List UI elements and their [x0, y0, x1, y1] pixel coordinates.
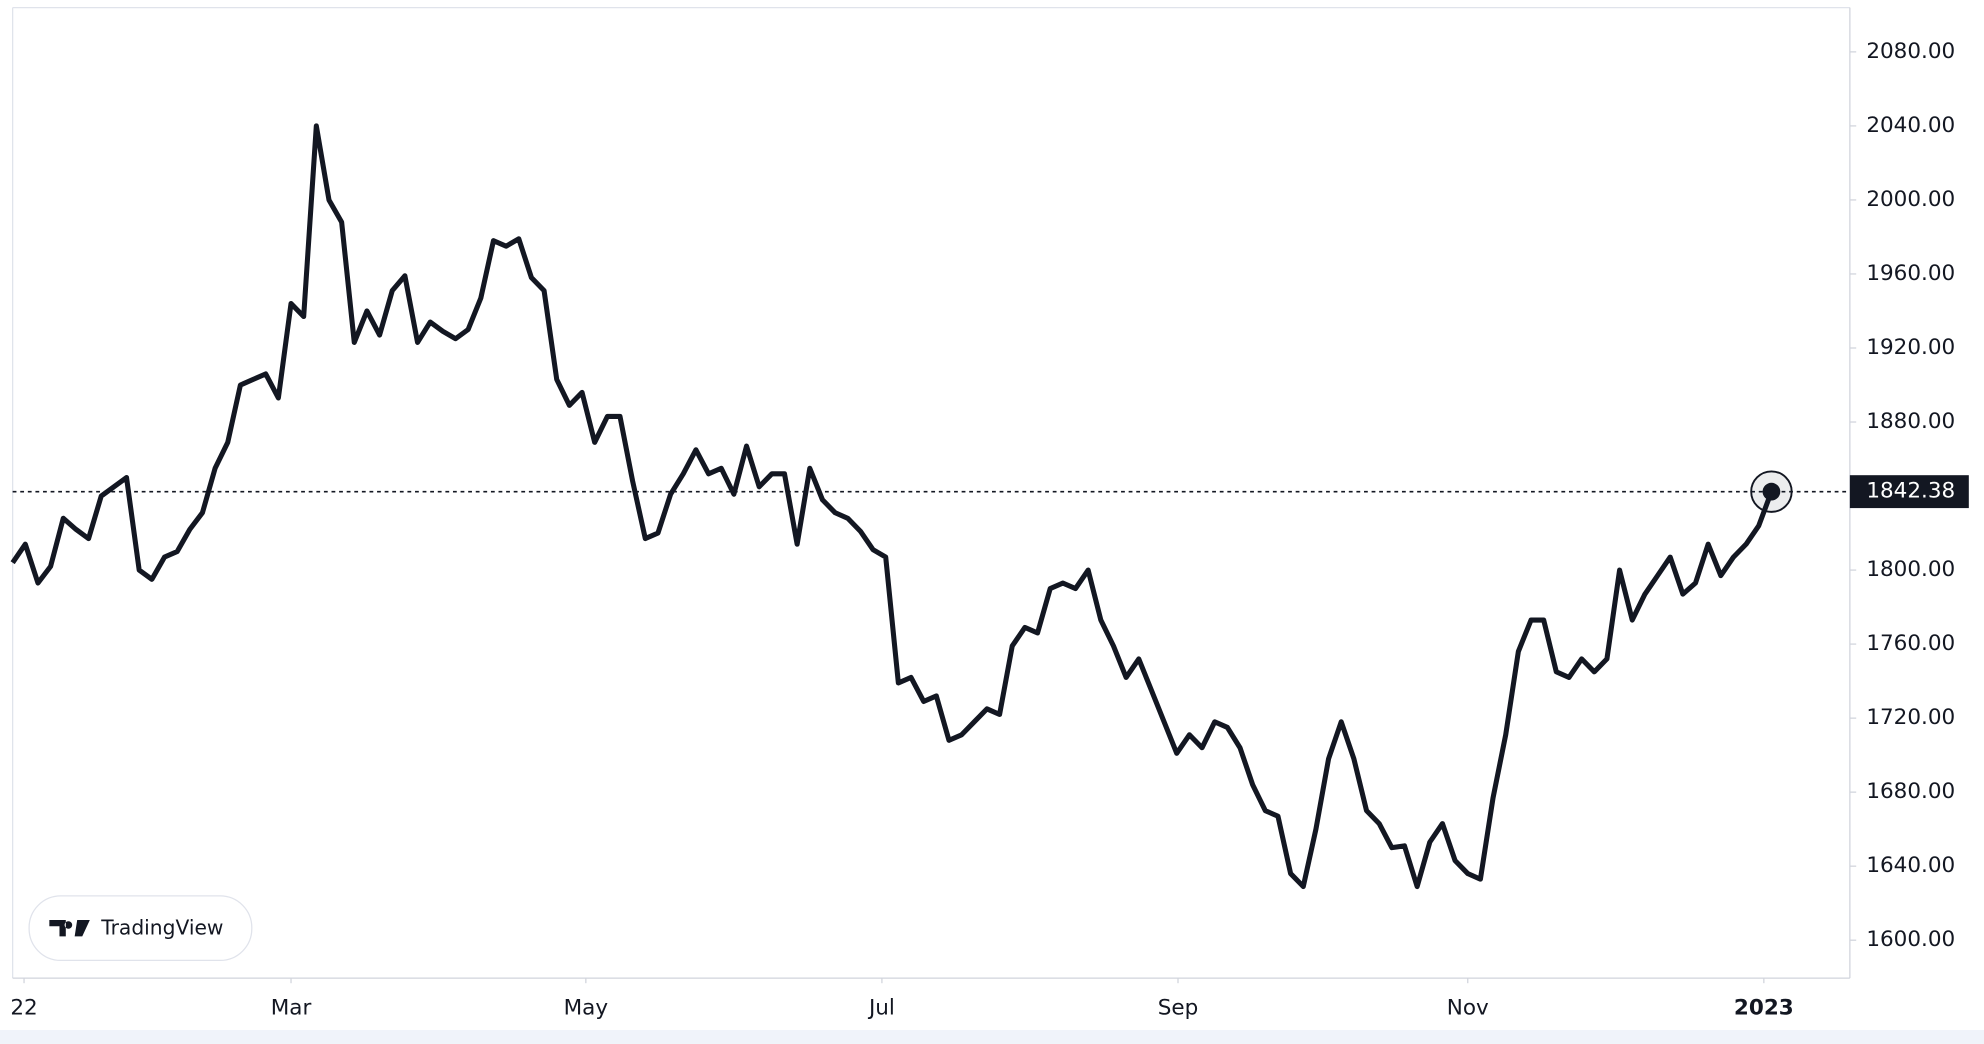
last-price-label: 1842.38	[1866, 479, 1955, 504]
badge-text[interactable]: TradingView	[100, 915, 223, 939]
x-tick-label: Jul	[867, 996, 895, 1021]
x-tick-label: 22	[10, 996, 37, 1021]
last-point	[1762, 482, 1781, 501]
x-tick-label: Sep	[1158, 996, 1199, 1021]
x-tick-label: Mar	[271, 996, 312, 1021]
bottom-bar	[0, 1030, 1984, 1044]
x-tick-label: Nov	[1447, 996, 1489, 1021]
y-tick-label: 1640.00	[1866, 853, 1955, 878]
y-tick-label: 2080.00	[1866, 39, 1955, 64]
y-tick-label: 1720.00	[1866, 705, 1955, 730]
y-tick-label: 1800.00	[1866, 557, 1955, 582]
badge-box[interactable]	[28, 895, 253, 962]
x-tick-label: 2023	[1734, 996, 1794, 1021]
y-tick-label: 1880.00	[1866, 409, 1955, 434]
y-tick-label: 1920.00	[1866, 335, 1955, 360]
y-tick-label: 1600.00	[1866, 927, 1955, 952]
last-price-box	[1849, 475, 1969, 509]
y-tick-label: 1960.00	[1866, 261, 1955, 286]
x-tick-label: May	[564, 996, 609, 1021]
price-line	[10, 123, 1774, 890]
y-tick-label: 2000.00	[1866, 187, 1955, 212]
y-tick-label: 1680.00	[1866, 779, 1955, 804]
badge-logo	[49, 919, 90, 937]
tradingview-badge[interactable]: TradingView	[28, 895, 253, 962]
y-tick-label: 2040.00	[1866, 113, 1955, 138]
y-tick-label: 1760.00	[1866, 631, 1955, 656]
